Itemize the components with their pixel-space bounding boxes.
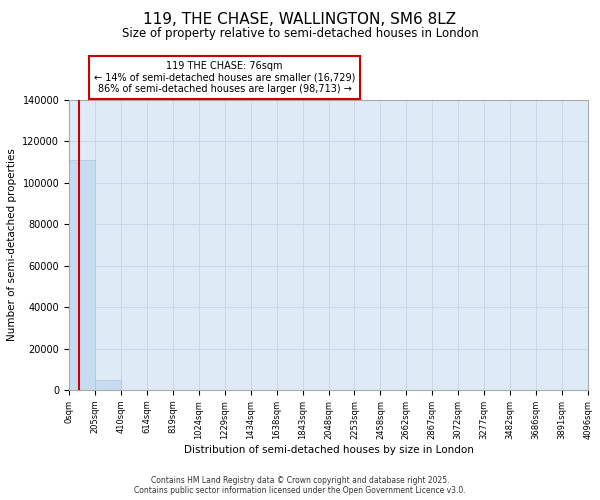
Y-axis label: Number of semi-detached properties: Number of semi-detached properties bbox=[7, 148, 17, 342]
Text: Size of property relative to semi-detached houses in London: Size of property relative to semi-detach… bbox=[122, 28, 478, 40]
Bar bbox=[95, 380, 121, 390]
Text: Contains HM Land Registry data © Crown copyright and database right 2025.
Contai: Contains HM Land Registry data © Crown c… bbox=[134, 476, 466, 495]
Bar bbox=[69, 160, 95, 390]
Text: 119, THE CHASE, WALLINGTON, SM6 8LZ: 119, THE CHASE, WALLINGTON, SM6 8LZ bbox=[143, 12, 457, 28]
Text: 119 THE CHASE: 76sqm
← 14% of semi-detached houses are smaller (16,729)
86% of s: 119 THE CHASE: 76sqm ← 14% of semi-detac… bbox=[94, 61, 355, 94]
X-axis label: Distribution of semi-detached houses by size in London: Distribution of semi-detached houses by … bbox=[184, 444, 473, 454]
